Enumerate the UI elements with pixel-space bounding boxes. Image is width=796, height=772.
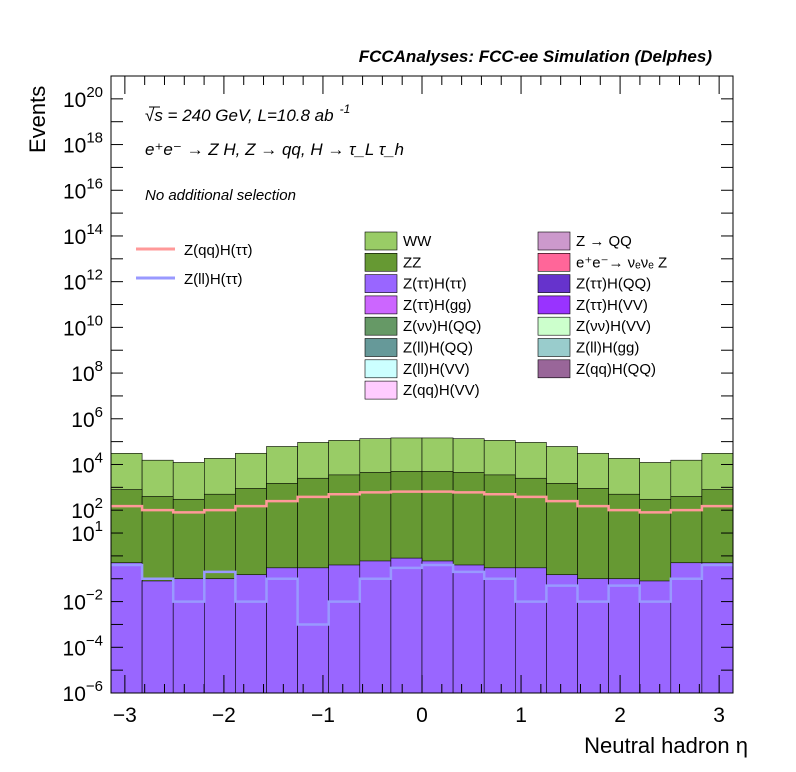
legend-swatch	[537, 359, 571, 379]
energy-annotation: √s = 240 GeV, L=10.8 ab -1	[145, 102, 350, 125]
stack-z-h-	[110, 557, 734, 694]
stack-bar	[204, 578, 236, 694]
legend-entry: Z(qq)H(VV)	[403, 382, 480, 399]
legend-swatch	[364, 338, 398, 357]
legend-entry: Z(ll)H(QQ)	[403, 340, 473, 357]
line-z-qq-h-	[111, 490, 733, 514]
x-axis: −3 −2 −1 0 1 2 3	[113, 76, 725, 727]
x-tick-label: 1	[515, 704, 527, 727]
stack-bar	[483, 567, 516, 694]
legend-entry: Z(νν)H(VV)	[576, 318, 651, 335]
x-tick-label: −3	[113, 704, 137, 727]
x-axis-label: Neutral hadron η	[584, 733, 748, 758]
y-tick-label: 10−2	[63, 587, 103, 615]
legend-swatch	[537, 274, 571, 293]
stack-bar	[701, 562, 734, 694]
stack-bar	[421, 560, 454, 694]
legend-entry: Z(ll)H(ττ)	[184, 271, 243, 288]
y-tick-label: 1018	[63, 130, 103, 158]
y-tick-label: 10−6	[63, 678, 103, 706]
x-tick-label: −1	[311, 704, 335, 727]
legend-entry: Z → QQ	[576, 233, 632, 250]
y-tick-label: 101	[71, 518, 103, 546]
process-annotation: e⁺e⁻ → Z H, Z → qq, H → τ_L τ_h	[145, 140, 404, 159]
legend-entry: Z(ττ)H(VV)	[576, 297, 648, 314]
stacked-histogram	[110, 437, 734, 694]
legend-swatch	[537, 316, 571, 336]
legend-entry: Z(νν)H(QQ)	[403, 318, 481, 335]
y-tick-label: 108	[71, 358, 103, 386]
overlay-lines	[111, 490, 733, 626]
legend-swatch	[537, 253, 571, 272]
stack-bar	[390, 557, 423, 694]
stack-bar	[172, 578, 205, 694]
y-tick-label: 1020	[63, 84, 103, 112]
legend-swatch	[364, 231, 398, 251]
stack-bar	[670, 562, 703, 694]
stack-bar	[297, 567, 330, 694]
x-tick-label: 2	[614, 704, 626, 727]
y-tick-label: 1014	[63, 221, 103, 249]
stack-bar	[514, 567, 547, 694]
legend-entry: Z(ll)H(VV)	[403, 361, 470, 378]
y-tick-label: 102	[71, 495, 103, 523]
legend-swatch	[364, 359, 398, 379]
stack-bar	[110, 562, 143, 694]
stack-bar	[266, 567, 298, 694]
y-tick-label: 1010	[63, 312, 103, 340]
legend-entry: ZZ	[403, 254, 421, 271]
y-tick-label: 1016	[63, 175, 103, 203]
legend-entry: Z(ll)H(gg)	[576, 340, 639, 357]
legend-entry: WW	[403, 233, 432, 250]
legend-swatch	[364, 380, 398, 400]
y-tick-label: 104	[71, 449, 103, 477]
y-tick-label: 106	[71, 404, 103, 432]
stack-bar	[639, 580, 672, 694]
legend-swatch	[364, 316, 398, 336]
line-z-ll-h-	[111, 563, 733, 626]
stack-bar	[608, 578, 640, 694]
legend-entry: Z(ττ)H(QQ)	[576, 276, 651, 293]
stack-bar	[328, 564, 361, 694]
legend-swatch	[364, 295, 398, 315]
y-axis-label: Events	[25, 86, 50, 153]
x-tick-label: 0	[416, 704, 428, 727]
y-tick-label: 10−4	[63, 632, 103, 660]
legend-entry: Z(qq)H(ττ)	[184, 242, 253, 259]
legend-entry: Z(qq)H(QQ)	[576, 361, 656, 378]
legend-swatch	[537, 231, 571, 251]
chart-header: FCCAnalyses: FCC-ee Simulation (Delphes)	[359, 47, 713, 66]
stack-bar	[235, 574, 267, 694]
x-tick-label: 3	[713, 704, 725, 727]
stack-bar	[577, 578, 609, 694]
legend-swatch	[537, 295, 571, 315]
x-tick-label: −2	[212, 704, 236, 727]
stack-bar	[546, 574, 578, 694]
legend-swatch	[537, 338, 571, 357]
legend-entry: Z(ττ)H(gg)	[403, 297, 472, 314]
y-tick-label: 1012	[63, 267, 103, 295]
stack-bar	[359, 560, 392, 694]
stack-bar	[141, 580, 174, 694]
selection-annotation: No additional selection	[145, 187, 296, 204]
legend-swatch	[364, 274, 398, 293]
stack-bar	[452, 564, 485, 694]
legend-entry: e⁺e⁻→ νₑνₑ Z	[576, 254, 667, 271]
legend-entry: Z(ττ)H(ττ)	[403, 276, 467, 293]
legend: Z(qq)H(ττ) Z(ll)H(ττ) WW ZZ Z(ττ)H(ττ) Z(ττ)H…	[136, 231, 667, 400]
legend-swatch	[364, 253, 398, 272]
